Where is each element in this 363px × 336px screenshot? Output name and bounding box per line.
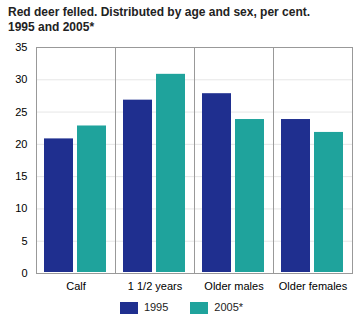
html-text:2005*: 2005* — [214, 301, 244, 313]
svg-text:35: 35 — [15, 41, 27, 53]
svg-text:20: 20 — [15, 138, 27, 150]
svg-text:10: 10 — [15, 202, 27, 214]
svg-text:Older males: Older males — [204, 280, 264, 292]
svg-text:1 1/2 years: 1 1/2 years — [128, 280, 183, 292]
svg-text:Calf: Calf — [66, 280, 87, 292]
html-text:Red deer felled. Distributed b: Red deer felled. Distributed by age and … — [8, 5, 311, 34]
svg-text:30: 30 — [15, 73, 27, 85]
svg-text:0: 0 — [21, 267, 27, 279]
svg-text:25: 25 — [15, 106, 27, 118]
svg-text:15: 15 — [15, 170, 27, 182]
html-text:1995: 1995 — [143, 301, 169, 313]
svg-text:Older females: Older females — [279, 280, 348, 292]
svg-text:5: 5 — [21, 235, 27, 247]
